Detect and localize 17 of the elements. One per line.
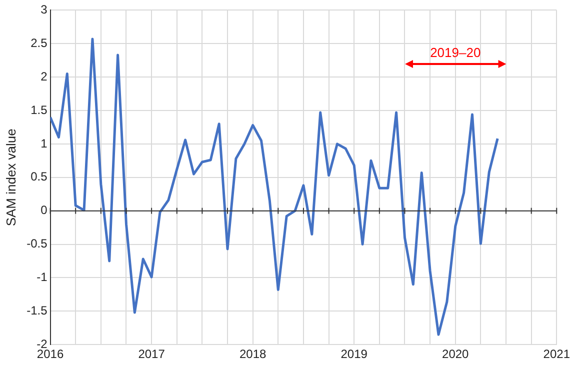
- x-tick-label: 2019: [340, 347, 368, 362]
- annotation: 2019–20: [430, 44, 481, 60]
- y-axis-title: SAM index value: [3, 128, 18, 226]
- x-tick-label: 2018: [239, 347, 266, 362]
- y-tick-label: 0: [40, 203, 48, 218]
- y-tick-label: -1.5: [26, 303, 48, 318]
- y-tick-label: -0.5: [26, 236, 48, 251]
- y-tick-label: 1.5: [30, 102, 48, 117]
- x-tick-label: 2021: [543, 347, 570, 362]
- y-tick-label: 3: [40, 2, 48, 17]
- y-tick-label: 2: [40, 69, 48, 84]
- x-tick-label: 2020: [442, 347, 470, 362]
- y-tick-label: 1: [40, 136, 48, 150]
- y-tick-label: -1: [36, 270, 48, 284]
- x-tick-label: 2017: [138, 347, 166, 362]
- y-tick-label: 2.5: [30, 36, 48, 50]
- y-tick-label: 0.5: [30, 170, 48, 184]
